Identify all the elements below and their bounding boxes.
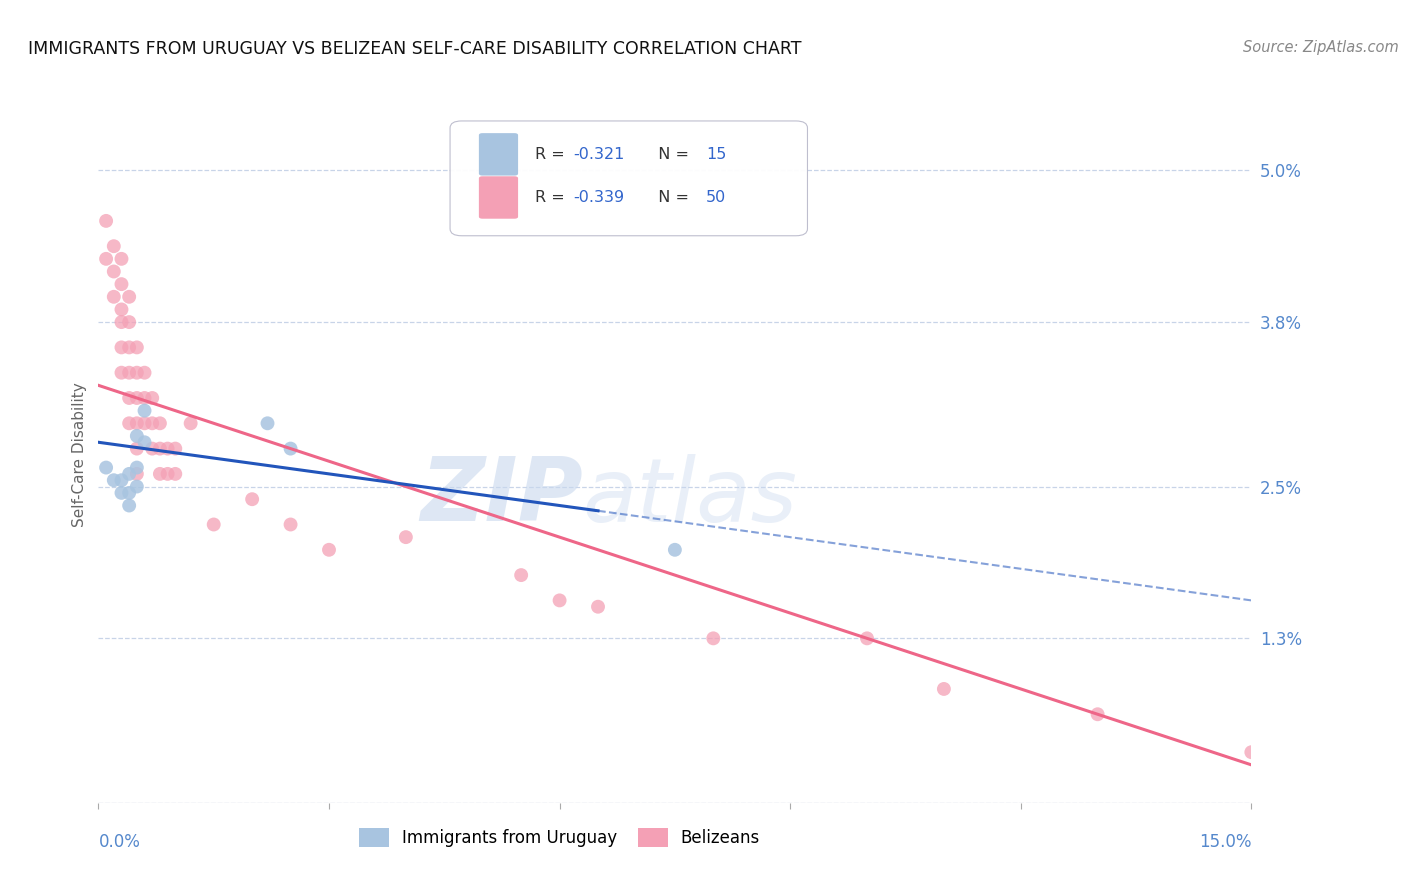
- Point: [156, 467, 179, 481]
- Point: [1240, 745, 1263, 759]
- Text: Source: ZipAtlas.com: Source: ZipAtlas.com: [1243, 40, 1399, 55]
- Point: [318, 542, 340, 557]
- Point: [118, 486, 141, 500]
- Point: [856, 632, 879, 646]
- Point: [94, 214, 117, 228]
- Point: [149, 442, 172, 456]
- Point: [110, 277, 132, 292]
- Text: atlas: atlas: [582, 454, 797, 540]
- Point: [1087, 707, 1109, 722]
- Text: 15: 15: [706, 147, 727, 161]
- Point: [202, 517, 225, 532]
- Point: [110, 302, 132, 317]
- Text: N =: N =: [648, 190, 695, 205]
- Point: [134, 366, 156, 380]
- Point: [110, 473, 132, 487]
- Point: [118, 391, 141, 405]
- Point: [110, 252, 132, 266]
- Point: [548, 593, 571, 607]
- Point: [165, 442, 187, 456]
- Point: [134, 435, 156, 450]
- Point: [125, 460, 148, 475]
- Point: [110, 315, 132, 329]
- Text: 15.0%: 15.0%: [1199, 833, 1251, 851]
- Point: [125, 442, 148, 456]
- Point: [256, 417, 278, 431]
- Text: IMMIGRANTS FROM URUGUAY VS BELIZEAN SELF-CARE DISABILITY CORRELATION CHART: IMMIGRANTS FROM URUGUAY VS BELIZEAN SELF…: [28, 40, 801, 58]
- Point: [149, 417, 172, 431]
- Point: [118, 340, 141, 354]
- Point: [702, 632, 724, 646]
- Text: R =: R =: [536, 190, 571, 205]
- Point: [280, 517, 302, 532]
- Point: [141, 442, 163, 456]
- FancyBboxPatch shape: [450, 121, 807, 235]
- Point: [118, 315, 141, 329]
- Point: [118, 366, 141, 380]
- Point: [395, 530, 418, 544]
- Point: [586, 599, 609, 614]
- Point: [141, 417, 163, 431]
- Point: [510, 568, 533, 582]
- Text: N =: N =: [648, 147, 695, 161]
- Point: [134, 403, 156, 417]
- Point: [103, 264, 125, 278]
- Point: [664, 542, 686, 557]
- Text: R =: R =: [536, 147, 571, 161]
- Point: [103, 473, 125, 487]
- Point: [149, 467, 172, 481]
- Text: -0.339: -0.339: [574, 190, 624, 205]
- Point: [156, 442, 179, 456]
- Point: [125, 479, 148, 493]
- Point: [110, 486, 132, 500]
- Point: [125, 391, 148, 405]
- Point: [118, 499, 141, 513]
- Point: [125, 417, 148, 431]
- Point: [180, 417, 202, 431]
- Legend: Immigrants from Uruguay, Belizeans: Immigrants from Uruguay, Belizeans: [353, 821, 766, 854]
- Point: [932, 681, 955, 696]
- Point: [240, 492, 263, 507]
- Text: 0.0%: 0.0%: [98, 833, 141, 851]
- Point: [125, 467, 148, 481]
- Point: [280, 442, 302, 456]
- Point: [118, 290, 141, 304]
- Text: 50: 50: [706, 190, 727, 205]
- Point: [134, 391, 156, 405]
- Point: [103, 239, 125, 253]
- FancyBboxPatch shape: [479, 177, 517, 219]
- Point: [134, 417, 156, 431]
- Point: [94, 460, 117, 475]
- Point: [110, 366, 132, 380]
- Point: [103, 290, 125, 304]
- Text: ZIP: ZIP: [420, 453, 582, 541]
- Point: [165, 467, 187, 481]
- Point: [118, 417, 141, 431]
- Point: [125, 366, 148, 380]
- Point: [125, 429, 148, 443]
- Y-axis label: Self-Care Disability: Self-Care Disability: [72, 383, 87, 527]
- FancyBboxPatch shape: [479, 133, 517, 176]
- Point: [141, 391, 163, 405]
- Point: [125, 340, 148, 354]
- Point: [94, 252, 117, 266]
- Point: [118, 467, 141, 481]
- Text: -0.321: -0.321: [574, 147, 624, 161]
- Point: [110, 340, 132, 354]
